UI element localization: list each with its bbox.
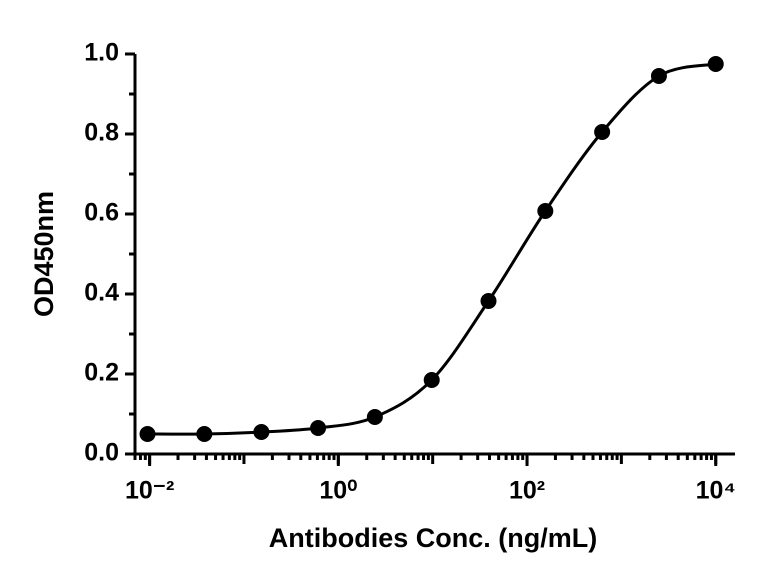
data-point: [537, 203, 554, 219]
y-tick-label: 0.4: [84, 279, 119, 307]
x-tick-label: 10⁴: [696, 477, 736, 505]
y-tick-label: 0.6: [84, 199, 119, 227]
x-axis-title: Antibodies Conc. (ng/mL): [269, 523, 597, 553]
data-point: [480, 293, 497, 309]
y-tick-label: 1.0: [84, 39, 119, 67]
data-point: [707, 56, 724, 72]
data-point: [139, 426, 156, 442]
y-tick-label: 0.0: [84, 439, 119, 467]
data-point: [366, 409, 383, 425]
data-point: [196, 426, 213, 442]
x-tick-label: 10⁰: [319, 477, 357, 505]
y-tick-label: 0.2: [84, 359, 119, 387]
data-point: [253, 424, 270, 440]
data-point: [650, 68, 667, 84]
x-tick-label: 10⁻²: [125, 477, 174, 505]
x-tick-label: 10²: [509, 477, 545, 505]
y-tick-label: 0.8: [84, 119, 119, 147]
data-point: [310, 420, 327, 436]
data-point: [594, 124, 611, 140]
data-point: [423, 372, 440, 388]
y-axis-title: OD450nm: [29, 191, 59, 317]
